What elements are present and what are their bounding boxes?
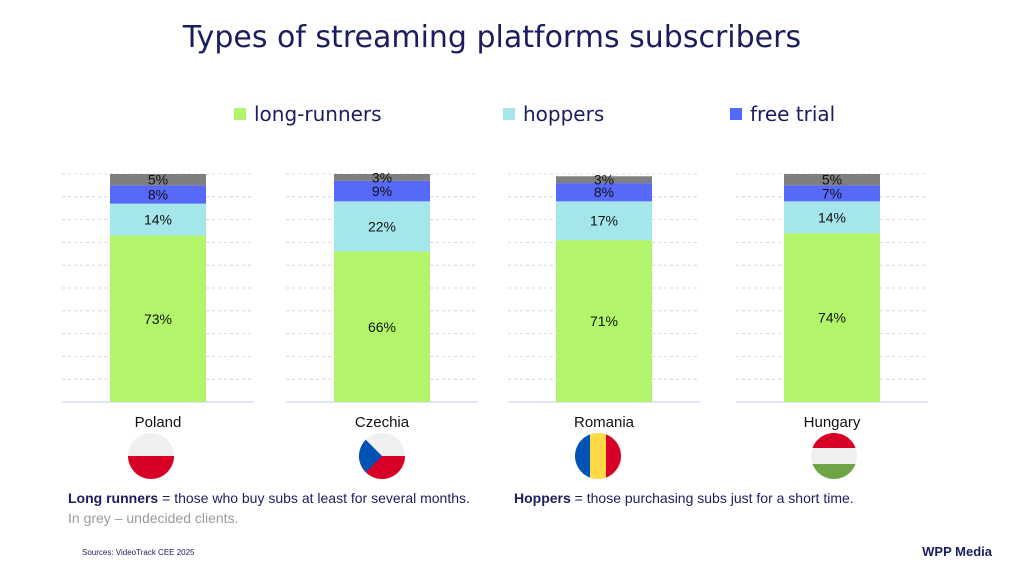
data-label-poland-hoppers: 14% bbox=[144, 212, 172, 228]
data-label-poland-free-trial: 8% bbox=[148, 187, 168, 203]
bar-segment-czechia-free-trial bbox=[334, 180, 430, 202]
bar-segment-czechia-long-runners bbox=[334, 251, 430, 402]
hoppers-note: Hoppers = those purchasing subs just for… bbox=[514, 490, 854, 506]
legend-swatch-long-runners bbox=[234, 108, 246, 120]
poland-flag-icon bbox=[128, 433, 174, 479]
data-label-poland-long-runners: 73% bbox=[144, 311, 172, 327]
legend-label-hoppers: hoppers bbox=[523, 102, 605, 126]
bar-segment-hungary-hoppers bbox=[784, 201, 880, 234]
bar-segment-poland-hoppers bbox=[110, 203, 206, 236]
data-label-czechia-long-runners: 66% bbox=[368, 319, 396, 335]
hoppers-definition: = those purchasing subs just for a short… bbox=[570, 490, 854, 506]
bar-segment-poland-long-runners bbox=[110, 235, 206, 402]
data-label-hungary-free-trial: 7% bbox=[822, 185, 842, 201]
bar-segment-romania-hoppers bbox=[556, 201, 652, 241]
legend-label-long-runners: long-runners bbox=[254, 102, 382, 126]
data-label-romania-undecided: 3% bbox=[594, 172, 614, 188]
bar-segment-czechia-undecided bbox=[334, 174, 430, 181]
bar-segment-romania-undecided bbox=[556, 176, 652, 184]
long-runners-term: Long runners bbox=[68, 490, 159, 506]
long-runners-definition: = those who buy subs at least for severa… bbox=[158, 490, 470, 506]
legend-item-hoppers: hoppers bbox=[503, 102, 604, 126]
data-label-czechia-hoppers: 22% bbox=[368, 218, 396, 234]
data-label-czechia-free-trial: 9% bbox=[372, 183, 392, 199]
bar-segment-hungary-free-trial bbox=[784, 185, 880, 202]
category-label-czechia: Czechia bbox=[354, 414, 410, 431]
bar-segment-hungary-undecided bbox=[784, 174, 880, 186]
sources-note: Sources: VideoTrack CEE 2025 bbox=[82, 548, 195, 557]
data-label-czechia-undecided: 3% bbox=[372, 169, 392, 185]
data-label-hungary-long-runners: 74% bbox=[818, 310, 846, 326]
data-label-poland-undecided: 5% bbox=[148, 172, 168, 188]
data-label-romania-hoppers: 17% bbox=[590, 213, 618, 229]
bar-segment-poland-free-trial bbox=[110, 185, 206, 204]
category-label-romania: Romania bbox=[573, 414, 635, 431]
romania-flag-icon bbox=[575, 433, 621, 479]
hoppers-term: Hoppers bbox=[514, 490, 571, 506]
long-runners-note: Long runners = those who buy subs at lea… bbox=[68, 490, 470, 506]
data-label-romania-free-trial: 8% bbox=[594, 184, 614, 200]
legend-item-long-runners: long-runners bbox=[234, 102, 382, 126]
hungary-flag-icon bbox=[811, 433, 857, 479]
data-label-hungary-undecided: 5% bbox=[822, 172, 842, 188]
category-label-hungary: Hungary bbox=[803, 414, 861, 431]
data-label-romania-long-runners: 71% bbox=[590, 313, 618, 329]
czechia-flag-icon bbox=[359, 433, 405, 479]
wpp-media-logo: WPP Media bbox=[922, 544, 992, 559]
legend: long-runners hoppers free trial bbox=[0, 102, 1024, 130]
bar-segment-poland-undecided bbox=[110, 174, 206, 186]
legend-swatch-hoppers bbox=[503, 108, 515, 120]
legend-label-free-trial: free trial bbox=[750, 102, 836, 126]
data-label-hungary-hoppers: 14% bbox=[818, 209, 846, 225]
bar-segment-romania-long-runners bbox=[556, 240, 652, 402]
legend-item-free-trial: free trial bbox=[730, 102, 835, 126]
bar-segment-romania-free-trial bbox=[556, 183, 652, 202]
legend-swatch-free-trial bbox=[730, 108, 742, 120]
bar-segment-czechia-hoppers bbox=[334, 201, 430, 252]
bar-segment-hungary-long-runners bbox=[784, 233, 880, 402]
undecided-note: In grey – undecided clients. bbox=[68, 510, 239, 526]
chart-title: Types of streaming platforms subscribers bbox=[182, 20, 802, 55]
category-label-poland: Poland bbox=[134, 414, 182, 431]
